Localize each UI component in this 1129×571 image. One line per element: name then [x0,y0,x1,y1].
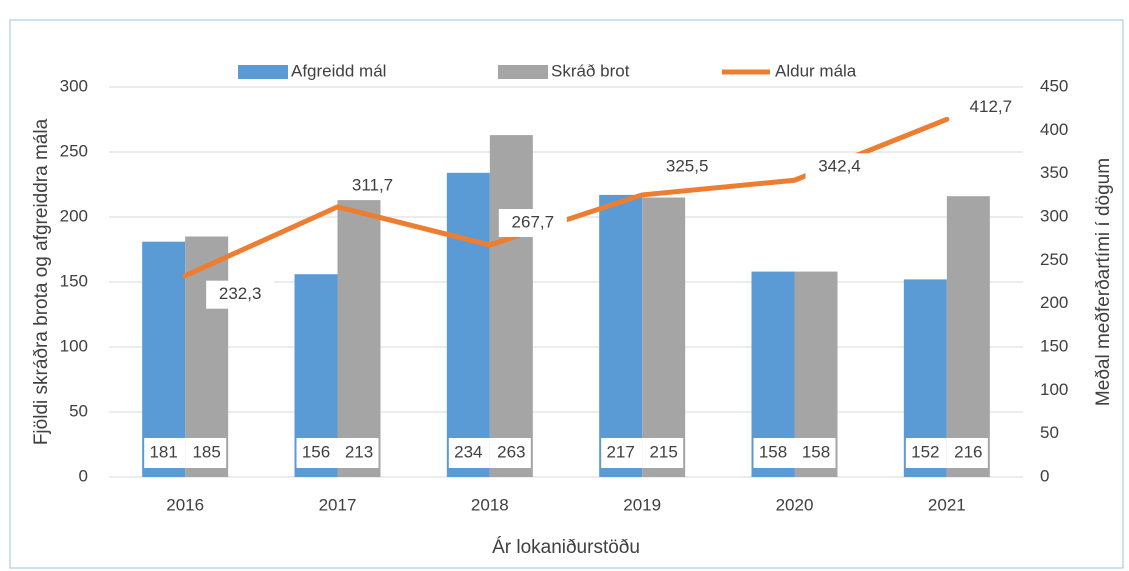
y-tick-label: 250 [60,141,88,160]
label-background [489,438,531,468]
label-background [905,438,947,468]
bar [337,200,381,477]
label-background [448,438,490,468]
y2-tick-label: 100 [1040,380,1068,399]
label-background [296,438,338,468]
x-tick-label: 2017 [319,495,357,514]
label-background [498,208,567,237]
bar [946,196,990,477]
label-background [794,438,836,468]
line-value-label: 232,3 [219,284,262,303]
y2-tick-label: 300 [1040,206,1068,225]
line-value-label: 311,7 [352,175,393,194]
bar-value-label: 185 [192,442,220,461]
bar-value-label: 158 [759,442,787,461]
label-background [601,438,643,468]
y2-tick-label: 450 [1040,76,1068,95]
line-value-label: 325,5 [666,156,709,175]
bar [446,172,490,478]
legend-label: Afgreidd mál [291,61,386,80]
label-background [805,153,874,182]
y2-tick-label: 150 [1040,336,1068,355]
label-background [144,438,186,468]
legend-swatch [238,65,288,79]
label-background [946,438,988,468]
label-background [956,93,1025,122]
bar-value-label: 215 [649,442,677,461]
line-value-label: 342,4 [818,157,861,176]
y2-tick-label: 350 [1040,163,1068,182]
label-background [337,438,379,468]
y2-tick-label: 50 [1040,423,1059,442]
legend-label: Skráð brot [551,61,630,80]
bar-value-label: 181 [149,442,177,461]
bar-value-label: 217 [606,442,634,461]
y2-tick-label: 0 [1040,466,1049,485]
label-background [753,438,795,468]
line-value-label: 267,7 [512,212,555,231]
label-background [642,438,684,468]
label-background [206,280,275,309]
x-tick-label: 2016 [166,495,204,514]
legend-swatch [498,65,548,79]
line-value-label: 412,7 [970,97,1013,116]
x-tick-label: 2019 [623,495,661,514]
bar-value-label: 216 [954,442,982,461]
x-axis-title: Ár lokaniðurstöðu [492,537,640,558]
label-background [338,171,407,200]
bar-value-label: 158 [802,442,830,461]
bar [489,135,533,477]
y2-tick-label: 200 [1040,293,1068,312]
legend-label: Aldur mála [775,61,857,80]
bar [599,194,643,477]
bar-value-label: 234 [454,442,482,461]
bar-value-label: 213 [345,442,373,461]
y-tick-label: 150 [60,271,88,290]
y2-axis-title: Meðal meðferðartími í dögum [1093,158,1114,406]
bar-value-label: 156 [302,442,330,461]
y-tick-label: 300 [60,76,88,95]
y-tick-label: 200 [60,206,88,225]
bar [142,241,186,477]
y-axis-title: Fjöldi skráðra brota og afgreiddra mála [31,118,52,445]
x-tick-label: 2020 [776,495,814,514]
label-background [653,152,722,181]
y2-tick-label: 400 [1040,120,1068,139]
label-background [185,438,227,468]
bar-value-label: 263 [497,442,525,461]
x-tick-label: 2021 [928,495,966,514]
y-tick-label: 0 [79,466,88,485]
y-tick-label: 100 [60,336,88,355]
bar-value-label: 152 [911,442,939,461]
bar [642,197,686,477]
bar [185,236,229,477]
y2-tick-label: 250 [1040,250,1068,269]
y-tick-label: 50 [69,401,88,420]
x-tick-label: 2018 [471,495,509,514]
